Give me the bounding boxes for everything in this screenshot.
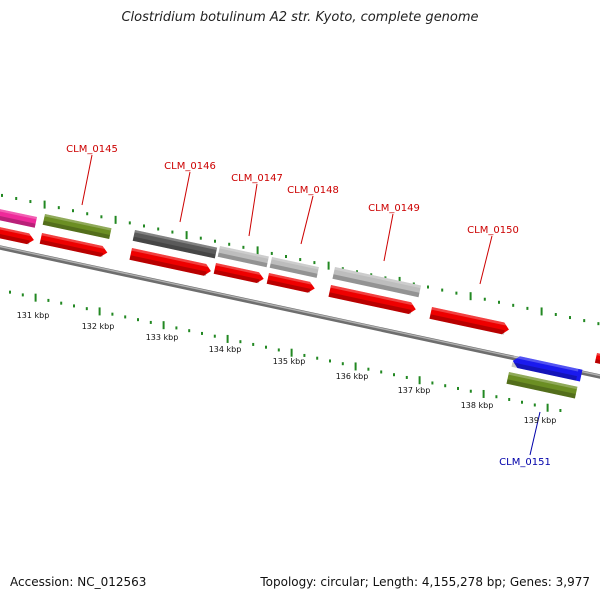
genome-backbone (0, 245, 600, 379)
leader-line (81, 154, 93, 206)
feature-block (332, 267, 422, 298)
backbone-highlight (0, 245, 600, 377)
gene-label: CLM_0148 (287, 185, 339, 196)
feature-block (269, 257, 319, 278)
label-leader-lines (81, 154, 541, 456)
topology-summary: Topology: circular; Length: 4,155,278 bp… (260, 575, 590, 589)
feature-block (506, 372, 578, 399)
kbp-label: 132 kbp (82, 322, 115, 331)
cds-arrow (328, 285, 416, 315)
feature-block (132, 230, 218, 259)
feature-block (42, 214, 112, 240)
gene-label: CLM_0146 (164, 161, 216, 172)
kbp-label: 131 kbp (17, 311, 50, 320)
gene-label: CLM_0147 (231, 173, 283, 184)
feature-block (511, 355, 583, 382)
cds-arrow (429, 307, 509, 335)
cds-arrow (0, 226, 34, 245)
gene-label: CLM_0150 (467, 225, 519, 236)
feature-block (0, 208, 38, 228)
cds-arrow (213, 263, 264, 284)
leader-line (383, 213, 394, 262)
cds-arrow (39, 233, 108, 258)
feature-block (217, 246, 269, 268)
kbp-label: 134 kbp (209, 345, 242, 354)
leader-line (248, 183, 258, 237)
gene-label: CLM_0145 (66, 144, 118, 155)
cds-arrow (594, 353, 600, 365)
gene-label: CLM_0151 (499, 457, 551, 468)
leader-line (529, 411, 541, 456)
kbp-scale-labels: 131 kbp 132 kbp 133 kbp 134 kbp 135 kbp 136 k… (17, 311, 557, 425)
kbp-label: 136 kbp (336, 372, 369, 381)
leader-line (179, 171, 191, 223)
kbp-label: 139 kbp (524, 416, 557, 425)
cds-arrow (129, 248, 211, 277)
backbone-line (0, 245, 600, 379)
kbp-label: 138 kbp (461, 401, 494, 410)
leader-line (300, 195, 314, 245)
feature-track (0, 208, 600, 399)
kbp-label: 133 kbp (146, 333, 179, 342)
kbp-label: 135 kbp (273, 357, 306, 366)
cds-arrow (266, 273, 315, 294)
accession-text: Accession: NC_012563 (10, 575, 147, 589)
kbp-label: 137 kbp (398, 386, 431, 395)
genome-title: Clostridium botulinum A2 str. Kyoto, com… (121, 10, 479, 25)
gene-label: CLM_0149 (368, 203, 420, 214)
inner-tick-ring (9, 290, 562, 412)
gene-labels: CLM_0145 CLM_0146 CLM_0147 CLM_0148 CLM_0149… (66, 144, 551, 468)
leader-line (479, 235, 493, 285)
